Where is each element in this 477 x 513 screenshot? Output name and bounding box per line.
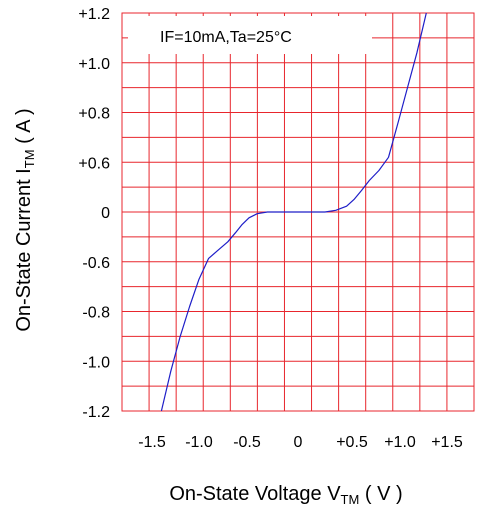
x-tick-label: +0.5 xyxy=(336,434,368,451)
x-axis-title-sub: TM xyxy=(341,492,360,507)
curve-layer xyxy=(160,12,427,412)
y-tick-label: -1.2 xyxy=(82,404,110,421)
y-tick-label: +1.0 xyxy=(78,56,110,73)
x-tick-label: -1.0 xyxy=(185,434,213,451)
x-tick-label: -0.5 xyxy=(233,434,261,451)
y-tick-label: -1.0 xyxy=(82,354,110,371)
plot-frame xyxy=(121,12,475,412)
y-tick-label: +0.6 xyxy=(78,155,110,172)
y-axis-title-sub: TM xyxy=(22,149,37,168)
x-tick-label: +1.5 xyxy=(431,434,463,451)
y-tick-labels: +1.2 +1.0 +0.8 +0.6 0 -0.6 -0.8 -1.0 -1.2 xyxy=(78,6,110,421)
y-tick-label: +1.2 xyxy=(78,6,110,23)
x-axis-title-unit: ( V ) xyxy=(359,483,402,505)
annotation-box xyxy=(128,16,372,54)
annotation-label: IF=10mA,Ta=25°C xyxy=(160,29,292,46)
x-tick-label: +1.0 xyxy=(384,434,416,451)
y-axis-title: On-State Current ITM ( A ) xyxy=(13,108,37,331)
x-axis-title: On-State Voltage VTM ( V ) xyxy=(169,483,402,507)
series-line xyxy=(160,12,427,412)
x-tick-labels: -1.5 -1.0 -0.5 0 +0.5 +1.0 +1.5 xyxy=(138,434,463,451)
y-tick-label: -0.6 xyxy=(82,255,110,272)
x-tick-label: 0 xyxy=(294,434,303,451)
y-axis-title-unit: ( A ) xyxy=(13,108,35,149)
y-tick-label: 0 xyxy=(101,205,110,222)
x-tick-label: -1.5 xyxy=(138,434,166,451)
x-axis-title-main: On-State Voltage V xyxy=(169,483,341,505)
y-tick-label: -0.8 xyxy=(82,305,110,322)
y-tick-label: +0.8 xyxy=(78,106,110,123)
y-axis-title-main: On-State Current I xyxy=(13,168,35,331)
